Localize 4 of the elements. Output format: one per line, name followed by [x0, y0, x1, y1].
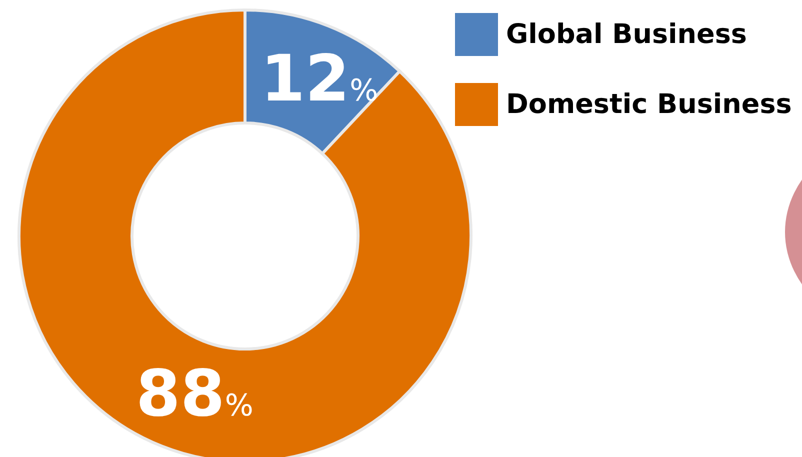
data-label: 12%	[260, 42, 378, 116]
data-label: 88%	[136, 358, 254, 432]
legend-label: Global Business	[506, 18, 747, 50]
legend-label: Domestic Business	[506, 88, 792, 120]
